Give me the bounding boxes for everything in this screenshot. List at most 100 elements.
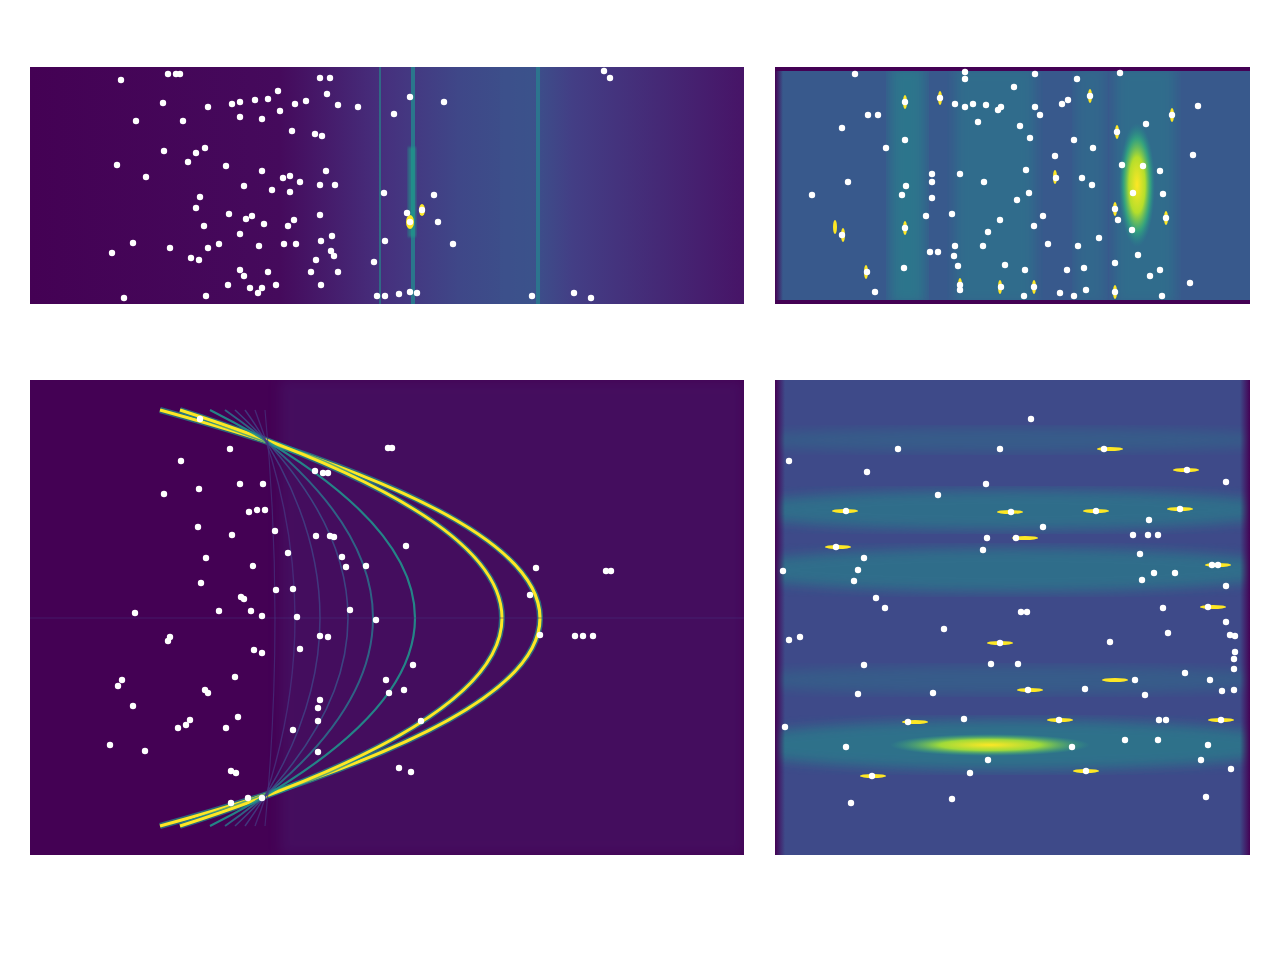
peak-point <box>839 232 845 238</box>
peak-point <box>165 638 171 644</box>
peak-point <box>981 179 987 185</box>
peak-point <box>285 550 291 556</box>
peak-point <box>1017 123 1023 129</box>
peak-point <box>852 71 858 77</box>
peak-point <box>167 245 173 251</box>
panel <box>775 380 1250 855</box>
image-band <box>775 490 1250 530</box>
peak-point <box>988 661 994 667</box>
peak-point <box>983 481 989 487</box>
peak-point <box>961 716 967 722</box>
peak-point <box>1184 467 1190 473</box>
peak-point <box>929 195 935 201</box>
image-band <box>379 67 381 304</box>
peaks <box>780 416 1238 806</box>
peak-point <box>1177 506 1183 512</box>
peak-point <box>255 290 261 296</box>
image-band <box>955 67 1035 304</box>
peak-point <box>183 722 189 728</box>
peaks <box>107 416 614 806</box>
peak-point <box>1083 287 1089 293</box>
peak-point <box>1112 260 1118 266</box>
peak-point <box>323 168 329 174</box>
image-band <box>775 548 1250 592</box>
peak-point <box>782 724 788 730</box>
peak-point <box>882 605 888 611</box>
peak-point <box>1023 167 1029 173</box>
peak-point <box>855 567 861 573</box>
peak-point <box>335 102 341 108</box>
peak-point <box>317 75 323 81</box>
peak-point <box>1032 104 1038 110</box>
peak-point <box>391 111 397 117</box>
peak-point <box>537 632 543 638</box>
peak-point <box>237 267 243 273</box>
image-edge <box>1240 380 1250 855</box>
peak-point <box>786 458 792 464</box>
peak-point <box>1052 153 1058 159</box>
peak-point <box>580 633 586 639</box>
peak-point <box>590 633 596 639</box>
peak-point <box>975 119 981 125</box>
peak-point <box>865 112 871 118</box>
peak-point <box>902 225 908 231</box>
peak-point <box>132 610 138 616</box>
peak-point <box>833 544 839 550</box>
image <box>30 380 744 855</box>
peak-point <box>339 554 345 560</box>
peak-point <box>1130 532 1136 538</box>
image-streak <box>1102 678 1128 682</box>
image-streak <box>833 220 837 234</box>
peak-point <box>1114 129 1120 135</box>
peak-point <box>1215 562 1221 568</box>
image <box>30 67 744 304</box>
peak-point <box>290 586 296 592</box>
peak-point <box>441 99 447 105</box>
peak-point <box>935 249 941 255</box>
image-band <box>1075 67 1105 304</box>
peak-point <box>895 446 901 452</box>
peak-point <box>371 259 377 265</box>
peak-point <box>957 171 963 177</box>
peak-point <box>249 213 255 219</box>
peak-point <box>205 245 211 251</box>
peak-point <box>315 705 321 711</box>
peak-point <box>324 91 330 97</box>
peak-point <box>262 507 268 513</box>
peak-point <box>1160 605 1166 611</box>
peak-point <box>1143 121 1149 127</box>
image-background <box>775 67 1250 304</box>
peak-point <box>1053 175 1059 181</box>
peak-point <box>1130 190 1136 196</box>
peak-point <box>374 293 380 299</box>
peak-point <box>1082 686 1088 692</box>
peak-point <box>1027 135 1033 141</box>
peak-point <box>396 765 402 771</box>
peak-point <box>196 486 202 492</box>
peak-point <box>205 104 211 110</box>
peak-point <box>1079 175 1085 181</box>
image-band <box>775 720 1250 770</box>
peak-point <box>115 683 121 689</box>
image-spot <box>406 215 414 229</box>
panel <box>30 67 744 304</box>
peak-point <box>1107 639 1113 645</box>
image-band <box>500 67 540 304</box>
peak-point <box>962 76 968 82</box>
peak-point <box>572 633 578 639</box>
peak-point <box>381 190 387 196</box>
peak-point <box>227 446 233 452</box>
peak-point <box>237 481 243 487</box>
peak-point <box>193 205 199 211</box>
image-streak <box>1200 605 1226 609</box>
peak-point <box>1207 677 1213 683</box>
peak-point <box>809 192 815 198</box>
peak-point <box>281 241 287 247</box>
peak-point <box>247 285 253 291</box>
peak-point <box>843 508 849 514</box>
peak-point <box>1087 93 1093 99</box>
peak-point <box>930 690 936 696</box>
peak-point <box>419 207 425 213</box>
peak-point <box>997 217 1003 223</box>
peak-point <box>1165 630 1171 636</box>
